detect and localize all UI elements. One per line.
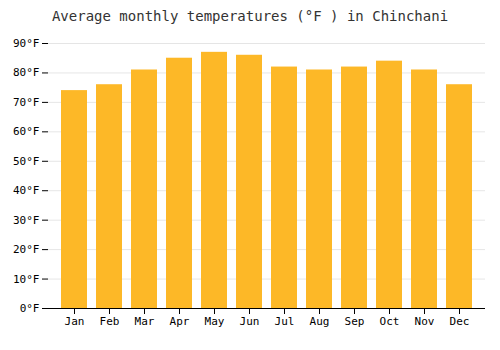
svg-text:Dec: Dec — [450, 315, 470, 328]
svg-text:Oct: Oct — [380, 315, 400, 328]
svg-text:Nov: Nov — [415, 315, 435, 328]
svg-text:10°F: 10°F — [13, 273, 40, 286]
svg-text:90°F: 90°F — [13, 37, 40, 50]
svg-text:Feb: Feb — [100, 315, 120, 328]
svg-text:Apr: Apr — [170, 315, 190, 328]
svg-text:Mar: Mar — [135, 315, 155, 328]
svg-text:Jun: Jun — [240, 315, 260, 328]
svg-text:50°F: 50°F — [13, 155, 40, 168]
svg-text:70°F: 70°F — [13, 96, 40, 109]
svg-text:20°F: 20°F — [13, 243, 40, 256]
svg-text:40°F: 40°F — [13, 184, 40, 197]
svg-text:Jul: Jul — [275, 315, 295, 328]
svg-text:Jan: Jan — [65, 315, 85, 328]
svg-text:Aug: Aug — [310, 315, 330, 328]
html-text:Average monthly temperatures (: Average monthly temperatures (°F ) in Ch… — [51, 8, 449, 24]
svg-text:May: May — [205, 315, 225, 328]
svg-text:80°F: 80°F — [13, 66, 40, 79]
svg-text:30°F: 30°F — [13, 214, 40, 227]
svg-text:60°F: 60°F — [13, 125, 40, 138]
svg-text:0°F: 0°F — [20, 302, 40, 315]
svg-text:Sep: Sep — [345, 315, 365, 328]
